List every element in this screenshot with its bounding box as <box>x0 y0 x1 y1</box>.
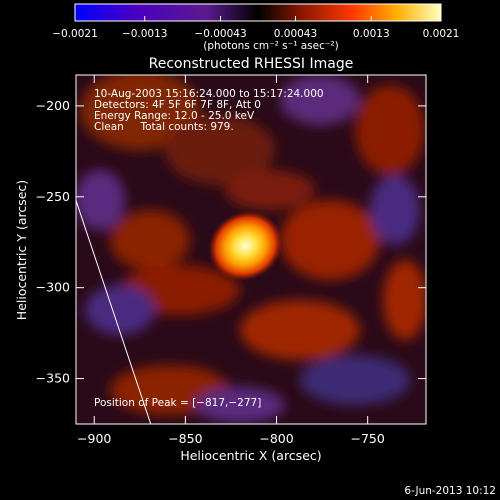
chart-title: Reconstructed RHESSI Image <box>149 56 354 72</box>
peak-source <box>208 210 283 281</box>
y-tick-label: −250 <box>36 189 70 204</box>
annotation-block: 10-Aug-2003 15:16:24.000 to 15:17:24.000… <box>94 88 324 133</box>
annotation-energy: Energy Range: 12.0 - 25.0 keV <box>94 110 255 122</box>
y-tick-label: −300 <box>36 280 70 295</box>
colorbar-tick-label: 0.00043 <box>274 28 317 40</box>
colorbar-tick-label: 0.0013 <box>353 28 390 40</box>
plot-frame <box>75 74 427 425</box>
colorbar-tick-label: −0.0013 <box>122 28 168 40</box>
x-tick-label: −850 <box>168 431 202 446</box>
colorbar-ticks: −0.0021 −0.0013 −0.00043 0.00043 0.0013 0.002… <box>52 16 459 40</box>
colorbar-tick-label: −0.0021 <box>52 28 98 40</box>
annotation-time: 10-Aug-2003 15:16:24.000 to 15:17:24.000 <box>94 88 324 100</box>
annotation-clean: Clean Total counts: 979. <box>94 121 234 133</box>
colorbar-unit-label: (photons cm⁻² s⁻¹ asec⁻²) <box>203 40 338 52</box>
date-stamp: 6-Jun-2013 10:12 <box>404 485 496 497</box>
annotation-detectors: Detectors: 4F 5F 6F 7F 8F, Att 0 <box>94 99 261 111</box>
image-area <box>76 75 426 424</box>
colorbar <box>74 3 442 22</box>
x-tick-label: −750 <box>350 431 384 446</box>
x-axis-ticks: −900 −850 −800 −750 <box>77 75 385 446</box>
x-tick-label: −800 <box>259 431 293 446</box>
x-axis-label: Heliocentric X (arcsec) <box>180 448 321 463</box>
limb-line <box>76 200 152 424</box>
peak-position-label: Position of Peak = [−817,−277] <box>94 397 261 409</box>
x-tick-label: −900 <box>77 431 111 446</box>
colorbar-tick-label: −0.00043 <box>194 28 246 40</box>
colorbar-tick-label: 0.0021 <box>423 28 460 40</box>
y-axis-ticks: −200 −250 −300 −350 <box>36 98 426 386</box>
y-axis-label: Heliocentric Y (arcsec) <box>14 180 29 320</box>
y-tick-label: −200 <box>36 98 70 113</box>
y-tick-label: −350 <box>36 371 70 386</box>
